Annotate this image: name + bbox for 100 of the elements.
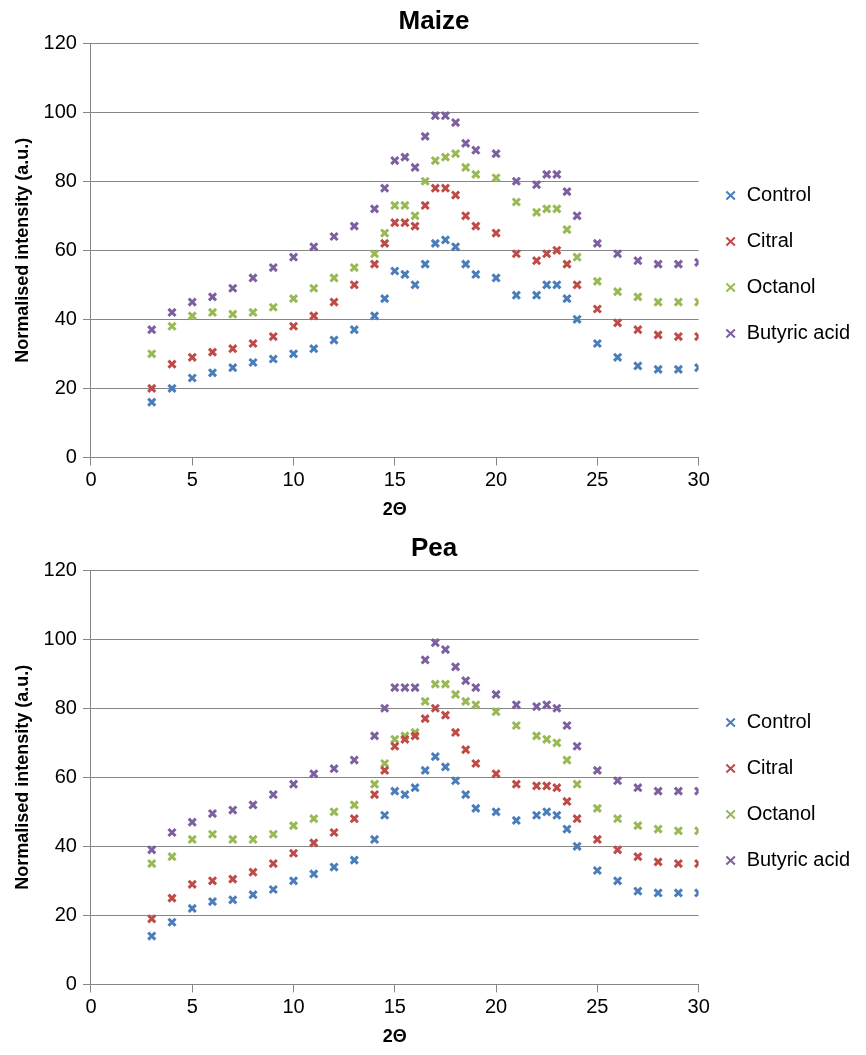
point <box>673 331 684 342</box>
point <box>632 851 643 862</box>
point <box>572 813 583 824</box>
point <box>399 734 410 745</box>
point <box>440 710 451 721</box>
point <box>531 730 542 741</box>
point <box>673 259 684 270</box>
point <box>187 372 198 384</box>
point <box>541 699 552 710</box>
point <box>470 758 481 769</box>
point <box>592 238 603 249</box>
point <box>541 203 552 214</box>
point <box>440 110 451 121</box>
point <box>329 806 340 817</box>
point <box>470 221 481 232</box>
point <box>592 803 603 814</box>
point <box>166 321 178 332</box>
y-tick-label: 100 <box>43 626 77 649</box>
point <box>491 706 502 717</box>
point <box>561 224 573 235</box>
point <box>389 682 400 693</box>
point <box>349 221 360 232</box>
point <box>612 875 623 886</box>
point <box>450 689 461 700</box>
point <box>531 179 542 190</box>
point <box>389 200 400 211</box>
point <box>420 200 431 211</box>
point <box>420 259 431 270</box>
point <box>166 827 178 838</box>
point <box>531 701 542 712</box>
y-tick-label: 40 <box>54 833 77 856</box>
point <box>288 348 299 359</box>
point <box>329 297 340 308</box>
point <box>308 837 319 848</box>
point <box>410 210 421 221</box>
x-tick-label: 20 <box>484 994 508 1017</box>
point <box>551 737 562 748</box>
point <box>612 775 623 786</box>
point <box>592 276 603 287</box>
point <box>541 248 552 259</box>
y-axis-title: Normalised intensity (a.u.) <box>11 137 32 363</box>
point <box>612 844 623 855</box>
x-tick-label: 25 <box>586 994 609 1017</box>
point <box>349 262 360 273</box>
point <box>410 782 421 793</box>
point <box>612 317 623 328</box>
point <box>491 228 502 239</box>
point <box>308 813 319 824</box>
point <box>166 307 178 318</box>
x-tick-label: 10 <box>282 994 305 1017</box>
point <box>430 183 441 194</box>
point <box>511 176 522 187</box>
point <box>450 661 461 672</box>
point <box>460 210 471 221</box>
x-tick-label: 20 <box>484 467 508 490</box>
point <box>389 265 400 277</box>
point <box>247 338 259 349</box>
point <box>561 186 573 197</box>
point <box>612 248 623 259</box>
point <box>440 234 451 245</box>
point <box>632 291 643 302</box>
x-tick-label: 30 <box>687 994 710 1017</box>
point <box>146 348 157 359</box>
point <box>440 152 451 163</box>
point <box>420 654 431 665</box>
legend-label: Butyric acid <box>746 321 851 344</box>
point <box>653 887 664 898</box>
point <box>632 886 643 897</box>
point <box>369 203 380 214</box>
point <box>673 887 684 898</box>
point <box>561 720 573 731</box>
x-tick-label: 10 <box>282 467 305 490</box>
point <box>389 741 400 752</box>
point <box>369 789 380 800</box>
point <box>187 879 198 890</box>
point <box>430 238 441 249</box>
point <box>268 829 279 840</box>
point <box>146 383 157 394</box>
x-tick-label: 5 <box>186 467 198 490</box>
point <box>369 259 380 270</box>
point <box>379 810 390 821</box>
point <box>166 917 178 928</box>
point <box>531 780 542 791</box>
chart-title: Maize <box>398 4 470 35</box>
point <box>673 825 684 836</box>
point <box>491 272 502 283</box>
point <box>632 255 643 266</box>
point <box>450 117 461 128</box>
point <box>349 324 360 335</box>
y-tick-label: 120 <box>43 30 77 53</box>
point <box>592 765 603 776</box>
point <box>470 169 481 180</box>
point <box>207 307 218 318</box>
point <box>268 302 279 313</box>
point <box>673 786 684 797</box>
point <box>399 789 410 800</box>
point <box>187 297 198 308</box>
point <box>460 138 471 149</box>
point <box>349 799 360 810</box>
point <box>572 779 583 790</box>
